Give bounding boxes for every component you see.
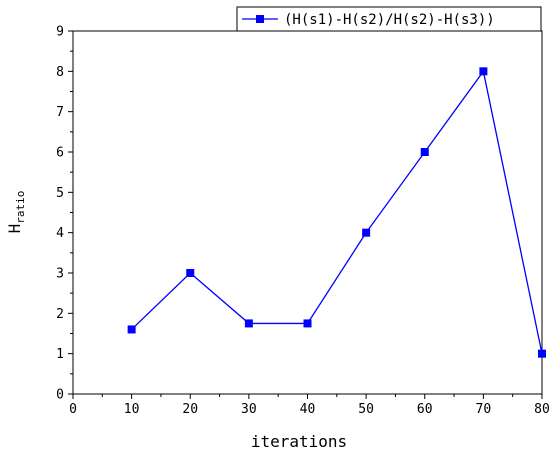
y-tick-label: 7 <box>56 105 64 120</box>
x-tick-label: 0 <box>69 402 77 417</box>
legend-box <box>236 6 542 32</box>
y-tick-label: 5 <box>56 186 64 201</box>
series-line <box>131 69 543 354</box>
y-axis-title-main: H <box>5 224 24 234</box>
legend: (H(s1)-H(s2)/H(s2)-H(s3)) <box>236 6 542 32</box>
series-layer <box>127 67 546 358</box>
y-tick-label: 4 <box>56 226 64 241</box>
y-tick-label: 6 <box>56 146 64 161</box>
x-axis-title: iterations <box>251 432 347 451</box>
y-tick-label: 2 <box>56 307 64 322</box>
legend-label: (H(s1)-H(s2)/H(s2)-H(s3)) <box>284 12 495 28</box>
data-point-marker <box>538 349 546 358</box>
data-point-marker <box>362 228 371 237</box>
y-axis: 0 1 2 3 4 5 6 7 8 9 <box>56 25 73 403</box>
x-tick-label: 80 <box>534 402 550 417</box>
y-axis-title: Hratio <box>5 191 27 234</box>
data-point-marker <box>244 319 253 328</box>
y-tick-label: 0 <box>56 388 64 403</box>
x-tick-label: 60 <box>417 402 433 417</box>
x-tick-label: 10 <box>124 402 140 417</box>
x-axis: 0 10 20 30 40 50 60 70 80 <box>69 394 550 417</box>
x-tick-label: 20 <box>182 402 198 417</box>
x-tick-label: 40 <box>300 402 316 417</box>
data-point-marker <box>420 148 429 156</box>
data-point-marker <box>303 319 312 328</box>
y-tick-label: 9 <box>56 25 64 40</box>
y-tick-label: 8 <box>56 65 64 80</box>
x-tick-label: 50 <box>358 402 374 417</box>
y-tick-label: 3 <box>56 267 64 282</box>
data-point-marker <box>186 269 195 277</box>
y-tick-label: 1 <box>56 347 64 362</box>
plot-frame <box>72 30 543 395</box>
x-tick-label: 30 <box>241 402 257 417</box>
data-point-marker <box>479 67 488 76</box>
legend-marker-sample <box>256 15 264 23</box>
y-axis-title-subscript: ratio <box>14 191 27 224</box>
data-point-marker <box>127 325 136 334</box>
x-tick-label: 70 <box>476 402 492 417</box>
